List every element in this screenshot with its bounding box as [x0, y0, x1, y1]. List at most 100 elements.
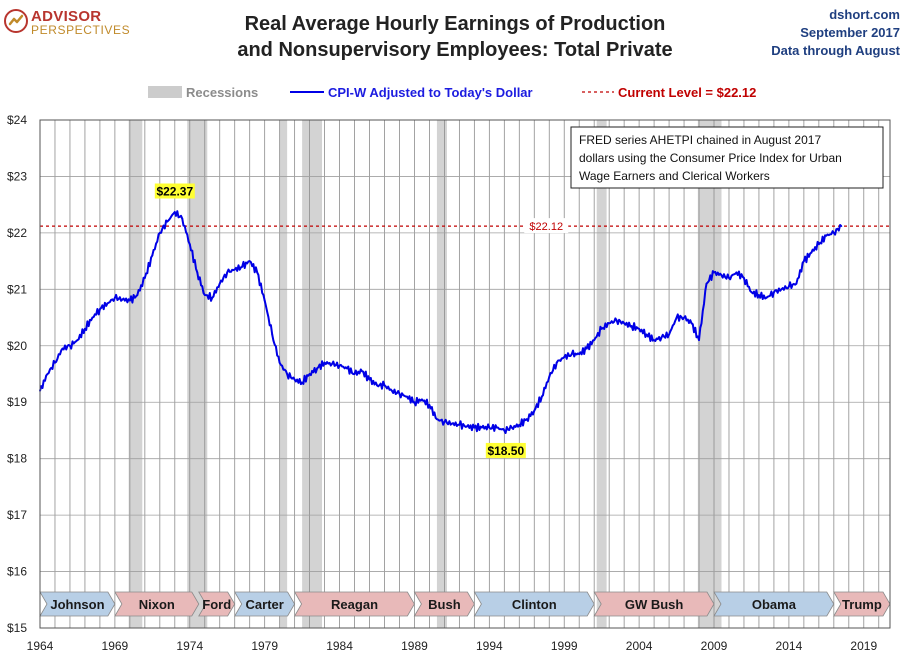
series-point: [263, 299, 266, 302]
series-point: [713, 271, 715, 274]
series-point: [173, 211, 176, 213]
series-point: [436, 418, 438, 421]
y-tick-label: $19: [7, 395, 27, 409]
series-point: [510, 426, 513, 429]
president-arrow-bush: [413, 591, 475, 617]
trough-label-bg: [485, 442, 526, 458]
recession-bands: [40, 120, 890, 628]
series-point: [54, 361, 56, 364]
plot-border: [39, 119, 891, 629]
series-point: [480, 426, 483, 429]
series-point: [46, 373, 49, 375]
series-point: [720, 274, 723, 277]
series-point: [608, 322, 611, 325]
series-point: [840, 225, 843, 228]
series-point: [286, 373, 289, 375]
series-point: [181, 217, 184, 220]
series-point: [84, 327, 86, 330]
legend-recession-label: Recessions: [186, 85, 258, 100]
series-point: [113, 296, 116, 299]
series-point: [533, 409, 536, 412]
x-tick-label: 2019: [850, 639, 877, 653]
source-info: dshort.com September 2017 Data through A…: [771, 6, 900, 60]
president-label: Bush: [428, 597, 461, 612]
series-point: [832, 231, 835, 234]
series-point: [338, 364, 341, 367]
y-tick-label: $21: [7, 282, 27, 296]
president-label: GW Bush: [625, 597, 684, 612]
series-point: [817, 243, 820, 246]
x-tick-label: 1999: [551, 639, 578, 653]
president-arrow-nixon: [114, 591, 200, 617]
x-tick-label: 1989: [401, 639, 428, 653]
president-arrow-johnson: [39, 591, 116, 617]
series-point: [735, 271, 738, 274]
series-point: [465, 425, 468, 428]
series-point: [398, 392, 401, 395]
series-point: [128, 299, 131, 302]
president-label: Trump: [842, 597, 882, 612]
note-line: dollars using the Consumer Price Index f…: [579, 151, 842, 165]
series-point: [623, 322, 626, 325]
series-point: [233, 268, 236, 271]
series-point: [443, 421, 446, 423]
logo-wordmark-bottom: PERSPECTIVES: [31, 23, 131, 37]
series-point: [331, 362, 333, 365]
series-point: [211, 296, 214, 299]
series-point: [473, 426, 476, 429]
y-tick-label: $23: [7, 169, 27, 183]
series-point: [593, 339, 596, 342]
series-point: [495, 426, 498, 429]
series-point: [293, 378, 296, 381]
legend-series-label: CPI-W Adjusted to Today's Dollar: [328, 85, 533, 100]
series-point: [121, 298, 124, 301]
series-point: [698, 339, 700, 342]
series-point: [413, 401, 416, 404]
series-point: [600, 327, 603, 330]
series-point: [106, 302, 109, 305]
series-point: [668, 333, 670, 336]
president-arrow-reagan: [293, 591, 415, 617]
current-level: $22.12: [40, 218, 890, 234]
series-point: [585, 347, 588, 350]
y-tick-label: $15: [7, 621, 27, 635]
series-point: [91, 316, 94, 319]
trough-label: $18.50: [487, 444, 524, 458]
series-point: [825, 234, 828, 237]
axes: $15 $16 $17 $18 $19 $20 $21 $22 $23 $24 1964 1969 19…: [7, 113, 891, 653]
series-point: [203, 294, 206, 296]
series-point: [765, 296, 768, 299]
x-tick-label: 1979: [251, 639, 278, 653]
series-point: [758, 294, 760, 296]
president-arrow-clinton: [473, 591, 595, 617]
series-point: [780, 288, 783, 291]
legend: Recessions CPI-W Adjusted to Today's Doll…: [148, 85, 756, 100]
series-point: [158, 231, 161, 234]
president-label: Carter: [246, 597, 284, 612]
series-point: [376, 384, 378, 387]
logo-wordmark-top: ADVISOR: [31, 8, 102, 25]
series-point: [248, 260, 251, 263]
note-line: FRED series AHETPI chained in August 201…: [579, 133, 821, 147]
recession-band-2: [279, 120, 288, 628]
president-label: Reagan: [331, 597, 378, 612]
source-site: dshort.com: [829, 7, 900, 22]
x-tick-label: 1994: [476, 639, 503, 653]
chart-title-line-1: Real Average Hourly Earnings of Producti…: [244, 13, 666, 35]
series-line: [39, 210, 842, 434]
series-point: [518, 423, 521, 426]
series-point: [316, 367, 318, 370]
y-tick-label: $16: [7, 565, 27, 579]
current-level-label-bg: [524, 218, 569, 234]
series-point: [69, 344, 71, 347]
series-point: [690, 322, 693, 325]
series-point: [638, 327, 641, 330]
recession-band-6: [697, 120, 722, 628]
president-label: Clinton: [512, 597, 557, 612]
series-point: [653, 339, 655, 342]
plot-area: [40, 120, 890, 628]
series-point: [578, 353, 581, 356]
series-point: [271, 333, 274, 336]
x-tick-label: 1969: [102, 639, 129, 653]
